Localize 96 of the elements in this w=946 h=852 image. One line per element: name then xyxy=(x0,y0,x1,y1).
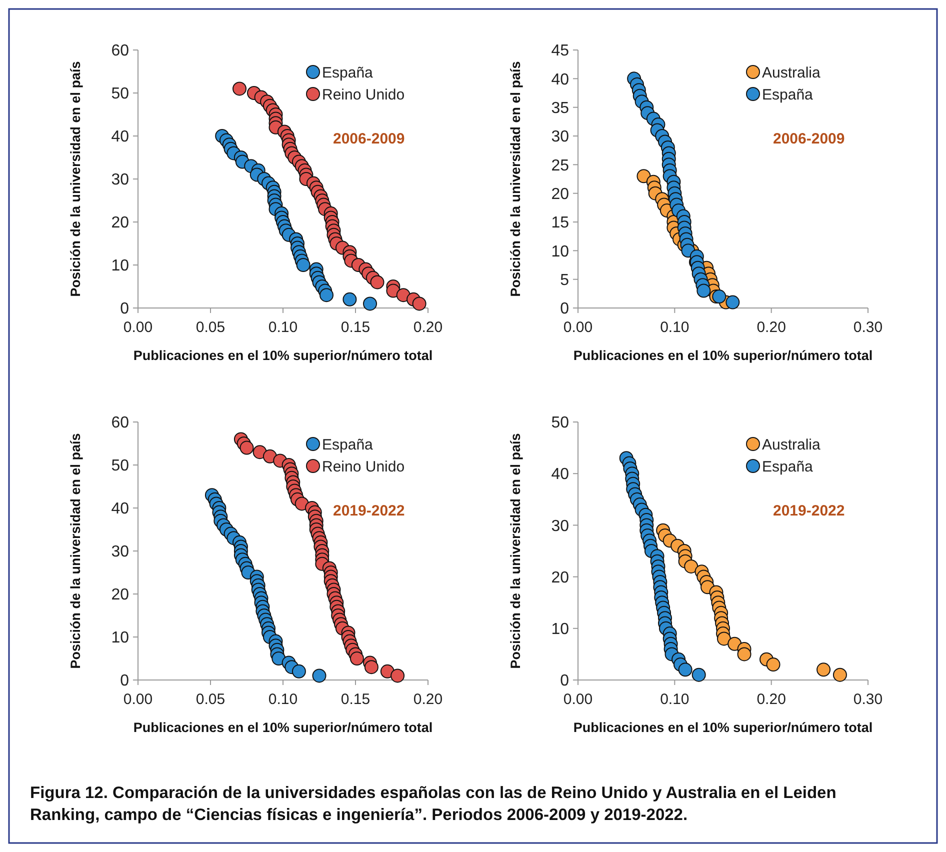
point xyxy=(320,288,334,302)
point xyxy=(726,295,740,310)
y-tick-label: 30 xyxy=(551,518,570,535)
point xyxy=(712,290,726,304)
x-tick-label: 0.20 xyxy=(756,691,786,708)
y-tick-label: 30 xyxy=(111,544,130,561)
y-tick-label: 50 xyxy=(111,86,130,103)
y-tick-label: 40 xyxy=(551,71,570,88)
point xyxy=(240,440,254,455)
point xyxy=(292,664,306,678)
point xyxy=(232,82,246,96)
y-tick-label: 60 xyxy=(111,42,130,60)
legend-label: España xyxy=(762,458,814,476)
y-tick-label: 0 xyxy=(120,300,130,318)
legend-label: Australia xyxy=(762,64,822,82)
y-tick-label: 5 xyxy=(560,272,570,289)
point xyxy=(816,662,831,677)
y-tick-label: 20 xyxy=(551,569,570,586)
point xyxy=(728,636,742,651)
legend-label: España xyxy=(762,86,814,104)
point xyxy=(342,292,357,306)
y-tick-label: 10 xyxy=(111,258,130,275)
legend-label: Reino Unido xyxy=(322,458,405,476)
y-tick-label: 10 xyxy=(551,243,570,260)
point xyxy=(684,559,698,574)
y-tick-label: 30 xyxy=(551,128,570,146)
y-axis-title: Posición de la universidad en el país xyxy=(508,61,523,297)
annotation: 2006-2009 xyxy=(773,130,845,148)
y-tick-label: 40 xyxy=(551,466,570,484)
point xyxy=(350,652,364,666)
point xyxy=(678,662,692,677)
y-tick-label: 10 xyxy=(551,621,570,638)
x-tick-label: 0.10 xyxy=(268,319,298,336)
y-tick-label: 20 xyxy=(551,186,570,203)
point xyxy=(832,668,847,682)
point xyxy=(412,296,426,311)
y-tick-label: 20 xyxy=(111,586,130,604)
point xyxy=(312,668,326,683)
x-tick-label: 0.30 xyxy=(853,319,883,336)
legend-label: Reino Unido xyxy=(322,86,405,104)
x-tick-label: 0.05 xyxy=(196,691,226,708)
x-tick-label: 0.10 xyxy=(268,691,298,708)
y-axis-title: Posición de la universidad en el país xyxy=(68,61,83,297)
x-tick-label: 0.10 xyxy=(660,691,690,708)
x-tick-label: 0.20 xyxy=(756,319,786,336)
x-axis-title: Publicaciones en el 10% superior/número total xyxy=(133,348,433,363)
y-axis-title: Posición de la universidad en el país xyxy=(68,433,83,669)
point xyxy=(363,296,377,311)
x-tick-label: 0.00 xyxy=(563,691,593,708)
y-tick-label: 10 xyxy=(111,630,130,647)
point xyxy=(692,668,706,682)
x-tick-label: 0.00 xyxy=(123,319,153,336)
x-tick-label: 0.10 xyxy=(660,319,690,336)
y-tick-label: 25 xyxy=(551,157,570,174)
x-tick-label: 0.30 xyxy=(853,691,883,708)
x-tick-label: 0.20 xyxy=(413,691,443,708)
y-tick-label: 40 xyxy=(111,500,130,518)
point xyxy=(696,284,711,298)
x-tick-label: 0.00 xyxy=(123,691,153,708)
point xyxy=(636,169,651,184)
x-tick-label: 0.05 xyxy=(196,319,226,336)
point xyxy=(370,275,384,290)
x-axis-title: Publicaciones en el 10% superior/número total xyxy=(133,720,433,735)
legend-label: España xyxy=(322,436,374,454)
point xyxy=(272,652,286,666)
point xyxy=(737,647,752,662)
point xyxy=(296,258,310,272)
y-tick-label: 50 xyxy=(111,458,130,475)
point xyxy=(766,658,780,672)
y-tick-label: 0 xyxy=(560,672,570,690)
x-axis-title: Publicaciones en el 10% superior/número total xyxy=(573,720,873,735)
x-tick-label: 0.15 xyxy=(340,319,370,336)
annotation: 2019-2022 xyxy=(333,502,405,520)
legend-label: España xyxy=(322,64,374,82)
y-tick-label: 20 xyxy=(111,214,130,232)
annotation: 2006-2009 xyxy=(333,130,405,148)
x-tick-label: 0.15 xyxy=(340,691,370,708)
y-tick-label: 30 xyxy=(111,172,130,189)
annotation: 2019-2022 xyxy=(773,502,845,520)
point xyxy=(364,660,378,674)
x-tick-label: 0.20 xyxy=(413,319,443,336)
y-tick-label: 0 xyxy=(120,672,130,690)
legend-label: Australia xyxy=(762,436,822,454)
y-axis-title: Posición de la universidad en el país xyxy=(508,433,523,669)
y-tick-label: 45 xyxy=(551,42,570,60)
y-tick-label: 0 xyxy=(560,300,570,318)
y-tick-label: 40 xyxy=(111,128,130,146)
x-tick-label: 0.00 xyxy=(563,319,593,336)
point xyxy=(390,668,405,683)
text: Figura 12. Comparación de la universidades españolas con las de Reino Unido y Australia en el Leiden Ranking, campo de “Ciencias físicas e ingeniería”. Periodos 2006-2009 y 2019-2022. xyxy=(30,784,836,824)
y-tick-label: 15 xyxy=(551,214,570,232)
y-tick-label: 35 xyxy=(551,100,570,117)
y-tick-label: 60 xyxy=(111,414,130,432)
point xyxy=(716,632,731,646)
x-axis-title: Publicaciones en el 10% superior/número total xyxy=(573,348,873,363)
y-tick-label: 50 xyxy=(551,414,570,432)
